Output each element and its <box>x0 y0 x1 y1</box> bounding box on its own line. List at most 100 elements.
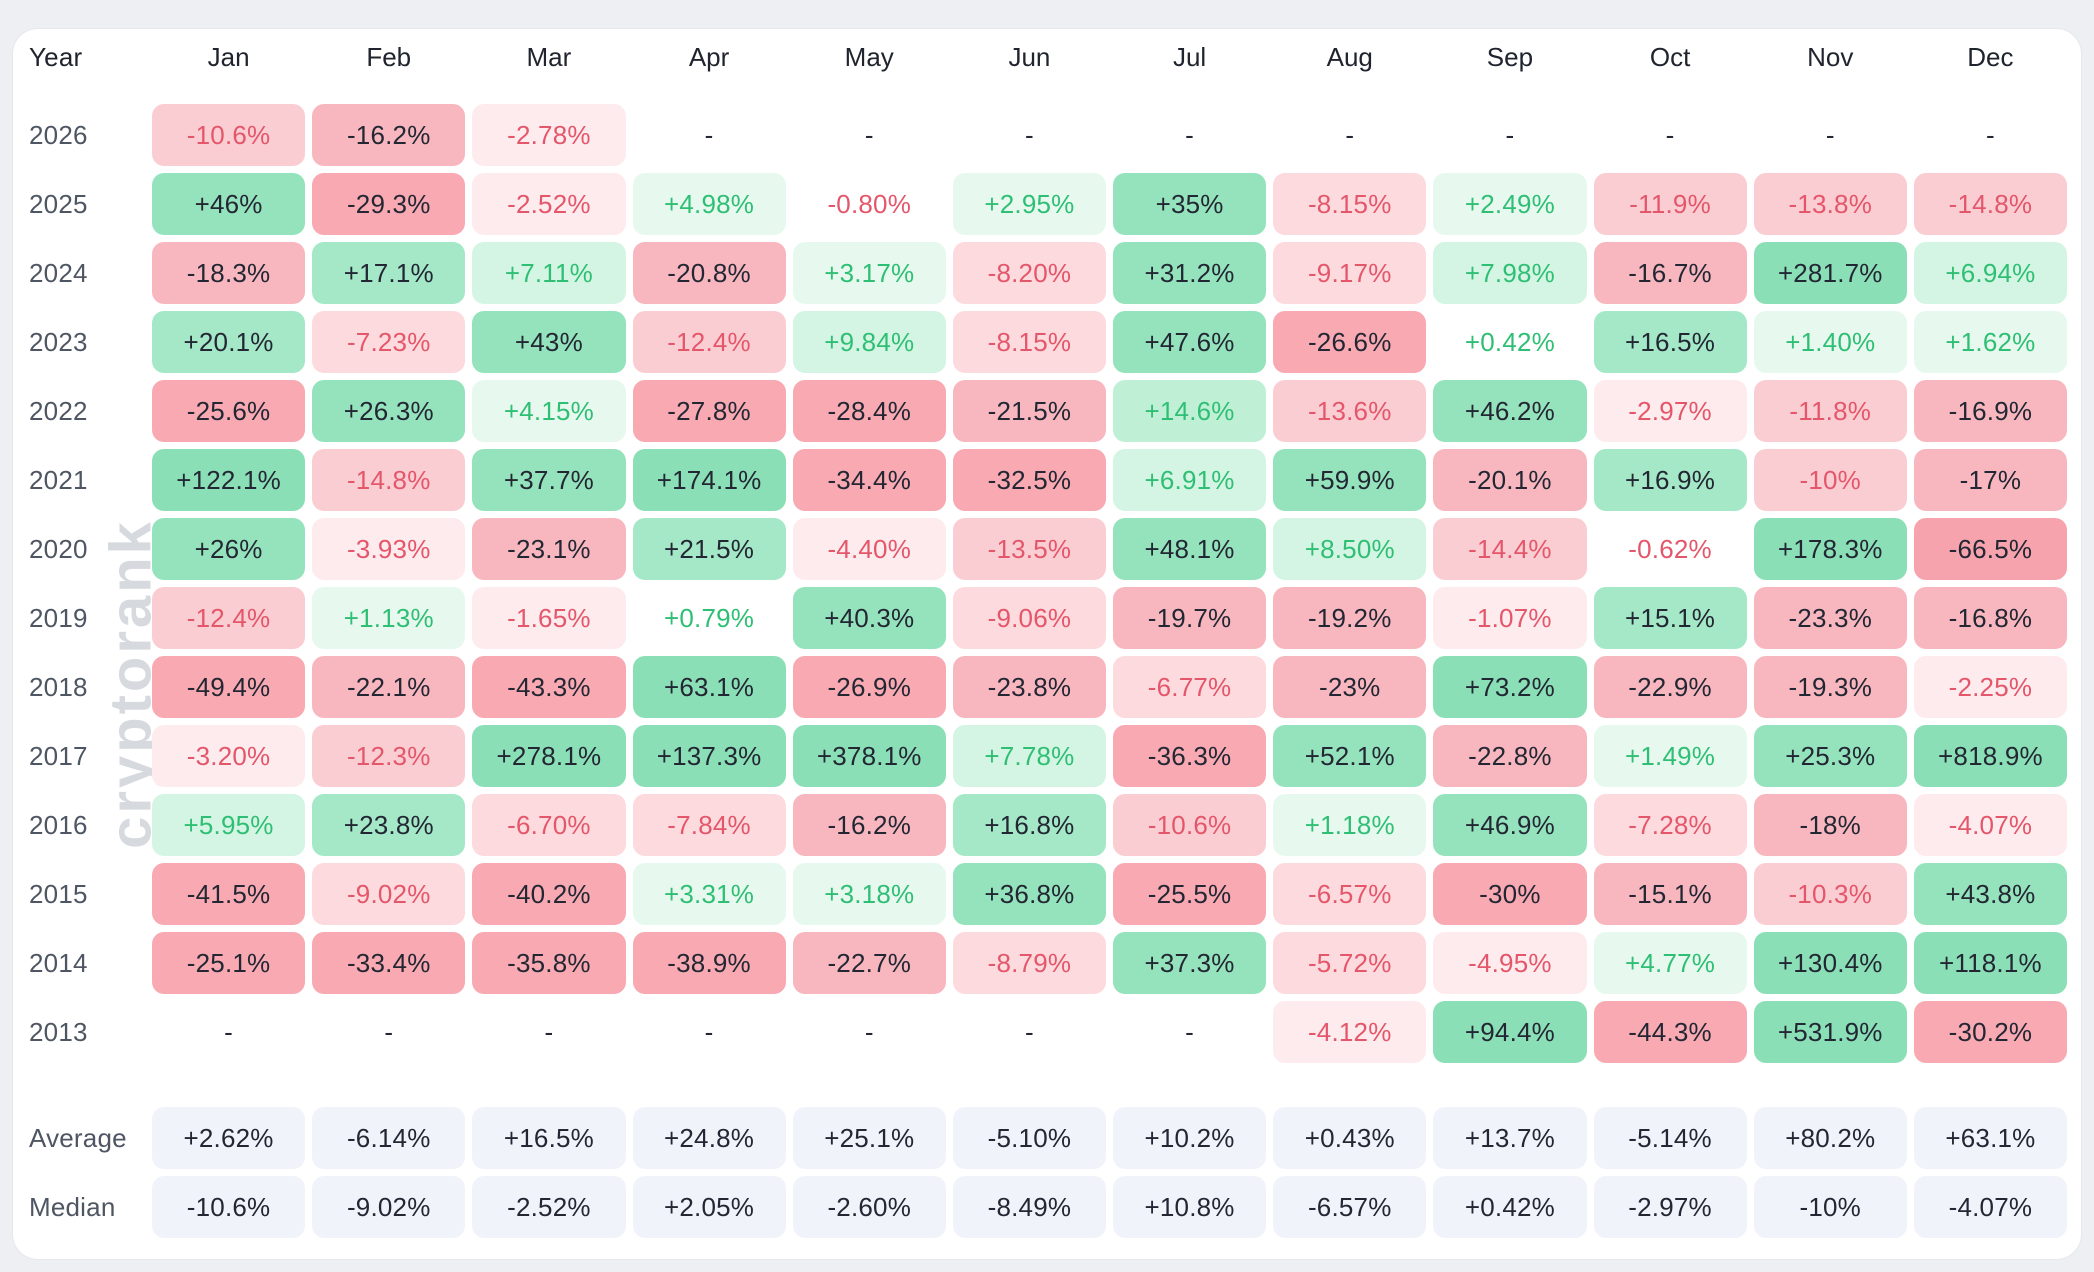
return-cell: -0.80% <box>827 188 912 219</box>
return-cell: -9.06% <box>952 587 1106 649</box>
return-cell: -21.5% <box>952 380 1106 442</box>
return-cell: -23.3% <box>1753 587 1907 649</box>
return-cell: +0.42% <box>1464 326 1555 357</box>
return-cell: -36.3% <box>1113 725 1267 787</box>
summary-cell: +0.43% <box>1273 1107 1427 1169</box>
return-cell: +5.95% <box>152 794 306 856</box>
header-row: Year Jan Feb Mar Apr May Jun Jul Aug Sep Oct Nov Dec <box>27 35 2067 79</box>
return-cell: -11.8% <box>1753 380 1907 442</box>
return-cell: +4.77% <box>1593 932 1747 994</box>
summary-cell: +25.1% <box>792 1107 946 1169</box>
return-cell: -9.02% <box>312 863 466 925</box>
table-row: 2018 -49.4% -22.1% -43.3% +63.1% -26.9% -23.8%… <box>27 656 2067 718</box>
return-cell: +3.17% <box>792 242 946 304</box>
empty-cell: - <box>1665 119 1675 150</box>
return-cell: +6.94% <box>1913 242 2067 304</box>
summary-row: Median -10.6% -9.02% -2.52% +2.05% -2.60% -8.4… <box>27 1176 2067 1238</box>
return-cell: -3.20% <box>152 725 306 787</box>
summary-label: Average <box>29 1122 127 1153</box>
table-row: 2021 +122.1% -14.8% +37.7% +174.1% -34.4% -32.… <box>27 449 2067 511</box>
return-cell: +16.8% <box>952 794 1106 856</box>
return-cell: +31.2% <box>1113 242 1267 304</box>
return-cell: +43% <box>472 311 626 373</box>
return-cell: -10.3% <box>1753 863 1907 925</box>
return-cell: -34.4% <box>792 449 946 511</box>
return-cell: -49.4% <box>152 656 306 718</box>
summary-cell: +16.5% <box>472 1107 626 1169</box>
return-cell: -66.5% <box>1913 518 2067 580</box>
summary-cell: +2.62% <box>152 1107 306 1169</box>
year-label: 2016 <box>29 809 88 840</box>
return-cell: -23% <box>1273 656 1427 718</box>
return-cell: -4.95% <box>1433 932 1587 994</box>
return-cell: +7.98% <box>1433 242 1587 304</box>
empty-cell: - <box>704 119 714 150</box>
return-cell: -17% <box>1913 449 2067 511</box>
return-cell: -1.65% <box>472 587 626 649</box>
summary-cell: -6.14% <box>312 1107 466 1169</box>
summary-spacer <box>27 1070 2067 1100</box>
return-cell: +4.15% <box>472 380 626 442</box>
return-cell: +46.2% <box>1433 380 1587 442</box>
return-cell: -8.15% <box>1273 173 1427 235</box>
return-cell: +21.5% <box>632 518 786 580</box>
return-cell: -2.78% <box>472 104 626 166</box>
month-header: Aug <box>1326 41 1373 72</box>
return-cell: -0.62% <box>1628 533 1712 564</box>
summary-cell: -6.57% <box>1273 1176 1427 1238</box>
year-label: 2014 <box>29 947 88 978</box>
return-cell: -6.57% <box>1273 863 1427 925</box>
year-label: 2024 <box>29 257 88 288</box>
return-cell: -4.12% <box>1273 1001 1427 1063</box>
return-cell: -29.3% <box>312 173 466 235</box>
summary-cell: -2.60% <box>792 1176 946 1238</box>
year-label: 2015 <box>29 878 88 909</box>
return-cell: +63.1% <box>632 656 786 718</box>
empty-cell: - <box>1024 119 1034 150</box>
summary-cell: +24.8% <box>632 1107 786 1169</box>
return-cell: -1.07% <box>1433 587 1587 649</box>
return-cell: +26.3% <box>312 380 466 442</box>
return-cell: -43.3% <box>472 656 626 718</box>
year-label: 2020 <box>29 533 88 564</box>
summary-cell: +0.42% <box>1433 1176 1587 1238</box>
summary-cell: -4.07% <box>1913 1176 2067 1238</box>
return-cell: +20.1% <box>152 311 306 373</box>
return-cell: +48.1% <box>1113 518 1267 580</box>
return-cell: -23.8% <box>952 656 1106 718</box>
return-cell: -12.4% <box>632 311 786 373</box>
return-cell: -2.97% <box>1593 380 1747 442</box>
return-cell: +46.9% <box>1433 794 1587 856</box>
return-cell: -20.8% <box>632 242 786 304</box>
month-header: Feb <box>366 41 412 72</box>
return-cell: -6.70% <box>472 794 626 856</box>
return-cell: -26.6% <box>1273 311 1427 373</box>
return-cell: -30% <box>1433 863 1587 925</box>
return-cell: -41.5% <box>152 863 306 925</box>
return-cell: +3.31% <box>632 863 786 925</box>
return-cell: -4.07% <box>1913 794 2067 856</box>
return-cell: -18.3% <box>152 242 306 304</box>
return-cell: +9.84% <box>792 311 946 373</box>
year-label: 2019 <box>29 602 88 633</box>
return-cell: +2.49% <box>1433 173 1587 235</box>
return-cell: -7.84% <box>632 794 786 856</box>
return-cell: +94.4% <box>1433 1001 1587 1063</box>
return-cell: +7.11% <box>472 242 626 304</box>
return-cell: -6.77% <box>1113 656 1267 718</box>
summary-cell: -10.6% <box>152 1176 306 1238</box>
return-cell: -38.9% <box>632 932 786 994</box>
return-cell: -16.7% <box>1593 242 1747 304</box>
summary-cell: -9.02% <box>312 1176 466 1238</box>
table-row: 2017 -3.20% -12.3% +278.1% +137.3% +378.1% +7.… <box>27 725 2067 787</box>
empty-cell: - <box>864 1016 874 1047</box>
return-cell: -30.2% <box>1913 1001 2067 1063</box>
return-cell: +35% <box>1113 173 1267 235</box>
return-cell: +14.6% <box>1113 380 1267 442</box>
return-cell: -8.15% <box>952 311 1106 373</box>
returns-card: cryptorank Year Jan Feb Mar Apr May Jun Jul Aug S… <box>12 28 2082 1260</box>
return-cell: +130.4% <box>1753 932 1907 994</box>
return-cell: +818.9% <box>1913 725 2067 787</box>
return-cell: -20.1% <box>1433 449 1587 511</box>
return-cell: -35.8% <box>472 932 626 994</box>
